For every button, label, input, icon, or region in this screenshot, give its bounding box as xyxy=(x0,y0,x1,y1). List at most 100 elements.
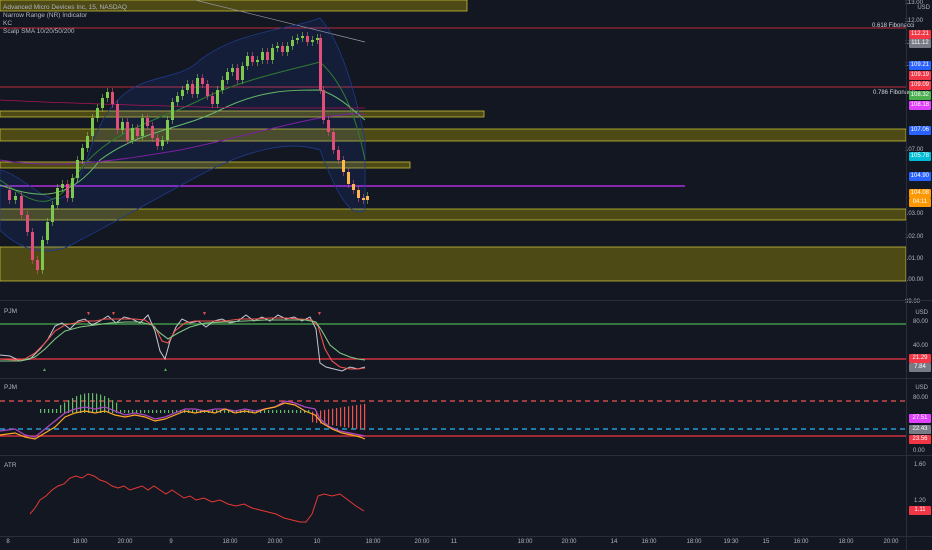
histogram-bar xyxy=(172,410,174,413)
candle xyxy=(311,40,314,42)
candle xyxy=(271,48,274,60)
candle xyxy=(201,78,204,84)
histogram-bar xyxy=(72,397,74,413)
time-tick: 20:00 xyxy=(267,539,283,545)
atr-pane[interactable] xyxy=(0,456,906,536)
histogram-bar xyxy=(100,394,102,413)
pane2-label[interactable]: PJM xyxy=(4,308,17,315)
candle xyxy=(196,78,199,94)
zone-top xyxy=(0,0,468,12)
candle xyxy=(236,68,239,80)
osc-green-line xyxy=(0,319,366,362)
time-tick: 18:00 xyxy=(838,539,854,545)
oscillator-pane-1[interactable]: ▼ ▼ ▼ ▼ ▲ ▲ xyxy=(0,301,906,378)
histogram-bar xyxy=(60,405,62,413)
candle xyxy=(156,138,159,146)
histogram-bar xyxy=(88,393,90,413)
histogram-bar xyxy=(144,410,146,413)
histogram-bar xyxy=(44,409,46,413)
candle xyxy=(246,56,249,66)
time-tick: 8 xyxy=(6,539,10,545)
histogram-bar xyxy=(312,411,314,423)
pane-divider[interactable] xyxy=(0,455,932,456)
histogram-bar xyxy=(152,410,154,413)
time-tick: 20:00 xyxy=(414,539,430,545)
histogram-bar xyxy=(68,400,70,413)
price-chart[interactable] xyxy=(0,0,906,300)
histogram-bar xyxy=(112,400,114,413)
candle xyxy=(347,172,350,184)
histogram-bar xyxy=(160,410,162,413)
time-axis[interactable]: 8 18:00 20:00 9 18:00 20:00 10 18:00 20:… xyxy=(0,536,906,550)
candle xyxy=(261,52,264,60)
histogram-bar xyxy=(124,410,126,413)
candle xyxy=(131,128,134,140)
pane-divider[interactable] xyxy=(0,300,932,301)
kc-indicator-label[interactable]: KC xyxy=(3,20,13,27)
histogram-bar xyxy=(348,406,350,428)
time-tick: 16:00 xyxy=(793,539,809,545)
candle xyxy=(181,90,184,96)
histogram-bar xyxy=(352,405,354,429)
price-tag: 112.21 xyxy=(909,30,931,39)
candle xyxy=(56,188,59,205)
histogram-bar xyxy=(356,405,358,429)
sma-20-line xyxy=(0,61,366,202)
pane2-tick: 40.00 xyxy=(913,343,929,349)
candle xyxy=(106,92,109,98)
candle xyxy=(121,122,124,130)
pane4-label[interactable]: ATR xyxy=(4,462,17,469)
pane4-tag: 1.11 xyxy=(909,506,931,515)
histogram-bar xyxy=(168,410,170,413)
pane-divider[interactable] xyxy=(0,536,932,537)
pane3-tick: 80.00 xyxy=(913,395,929,401)
histogram-bar xyxy=(108,397,110,413)
candle xyxy=(141,118,144,136)
histogram-bar xyxy=(300,410,302,413)
pane-divider[interactable] xyxy=(0,378,932,379)
candle xyxy=(319,38,322,90)
pane2-currency: USD xyxy=(915,310,928,316)
histogram-bar xyxy=(116,402,118,413)
pane3-tag: 23.56 xyxy=(909,435,931,444)
histogram-bar xyxy=(344,406,346,428)
price-tick: 107.00 xyxy=(905,147,924,153)
axis-divider xyxy=(906,0,907,550)
histogram-bar xyxy=(256,410,258,413)
candle xyxy=(291,40,294,46)
osc-marker: ▲ xyxy=(163,367,168,373)
candle xyxy=(136,128,139,136)
zone-103 xyxy=(0,208,906,221)
histogram-bar xyxy=(96,393,98,413)
time-tick: 16:00 xyxy=(641,539,657,545)
time-tick: 11 xyxy=(450,539,458,545)
candle xyxy=(241,66,244,80)
purple-line xyxy=(0,400,366,438)
candle xyxy=(296,38,299,40)
pane3-label[interactable]: PJM xyxy=(4,384,17,391)
price-tick: 100.00 xyxy=(905,277,924,283)
histogram-bar xyxy=(360,404,362,430)
candle xyxy=(66,184,69,198)
nr-indicator-label[interactable]: Narrow Range (NR) Indicator xyxy=(3,12,88,19)
histogram-bar xyxy=(212,410,214,413)
price-tick: 103.00 xyxy=(905,211,924,217)
histogram-bar xyxy=(260,410,262,413)
orange-line xyxy=(0,402,366,440)
pane4-tick: 1.60 xyxy=(914,462,926,468)
candle xyxy=(221,80,224,90)
candle xyxy=(306,36,309,42)
sma-indicator-label[interactable]: Scalp SMA 10/20/50/200 xyxy=(3,28,75,35)
histogram-bar xyxy=(192,410,194,413)
price-tag: 109.19 xyxy=(908,71,931,80)
fib-0786-label: 0.786 Fibonacci xyxy=(873,90,916,96)
histogram-bar xyxy=(228,410,230,413)
osc-marker: ▲ xyxy=(42,367,47,373)
candle xyxy=(186,84,189,90)
histogram-bar xyxy=(148,410,150,413)
candle xyxy=(86,136,89,148)
symbol-title[interactable]: Advanced Micro Devices Inc, 15, NASDAQ xyxy=(3,4,127,11)
time-tick: 14 xyxy=(610,539,618,545)
oscillator-pane-2[interactable] xyxy=(0,379,906,456)
candle xyxy=(322,90,325,120)
